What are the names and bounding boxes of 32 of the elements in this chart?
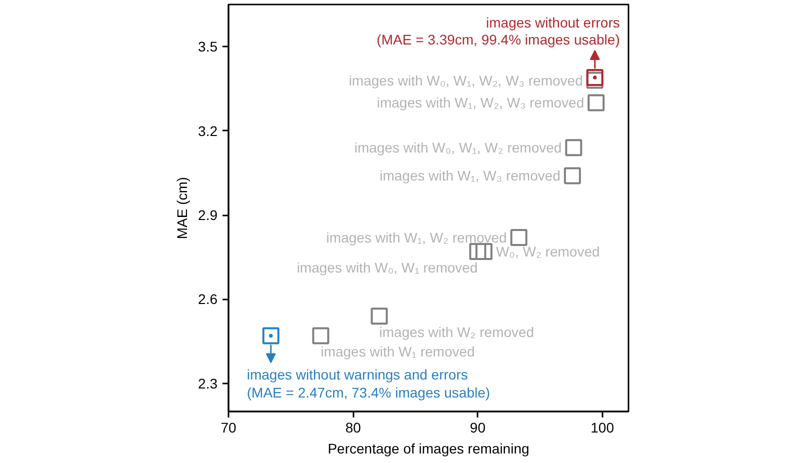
- data-label: images with W₀, W₁ removed: [296, 260, 478, 276]
- x-tick-label: 100: [590, 420, 614, 436]
- point: [475, 243, 492, 260]
- y-tick-label: 3.2: [198, 122, 218, 139]
- data-label: W₀, W₂ removed: [496, 244, 600, 260]
- point: [564, 167, 581, 184]
- point: [586, 68, 604, 86]
- point: [469, 243, 486, 260]
- x-tick-label: 80: [345, 420, 362, 436]
- point: [565, 139, 582, 156]
- point: [312, 327, 330, 344]
- data-label: images with W₀, W₁, W₂, W₃ removed: [348, 72, 583, 88]
- annotation: images without warnings and errors (MAE = 2.47cm, 73.4% images usable): [246, 366, 490, 401]
- annotation: images without errors (MAE = 3.39cm, 99.4% images usable): [376, 14, 620, 48]
- x-tick-label: 70: [220, 420, 236, 436]
- data-label: images with W₁ removed: [320, 344, 475, 360]
- y-axis-title: MAE (cm): [174, 176, 190, 240]
- point: [370, 308, 388, 325]
- data-label: images with W₁, W₂ removed: [326, 229, 507, 246]
- point: [262, 327, 280, 344]
- y-tick-label: 2.6: [198, 291, 218, 308]
- y-tick-label: 2.3: [198, 375, 218, 392]
- x-tick-label: 90: [470, 420, 486, 436]
- x-axis-title: Percentage of images remaining: [328, 440, 530, 456]
- point: [510, 228, 528, 246]
- y-tick-label: 2.9: [198, 207, 218, 224]
- data-label: images with W₀, W₁, W₂ removed: [354, 140, 562, 156]
- data-label: images with W₁, W₂, W₃ removed: [376, 94, 584, 111]
- point: [588, 94, 605, 112]
- y-tick-label: 3.5: [198, 38, 218, 55]
- data-label: images with W₁, W₃ removed: [380, 168, 560, 184]
- data-label: images with W₂ removed: [379, 324, 534, 340]
